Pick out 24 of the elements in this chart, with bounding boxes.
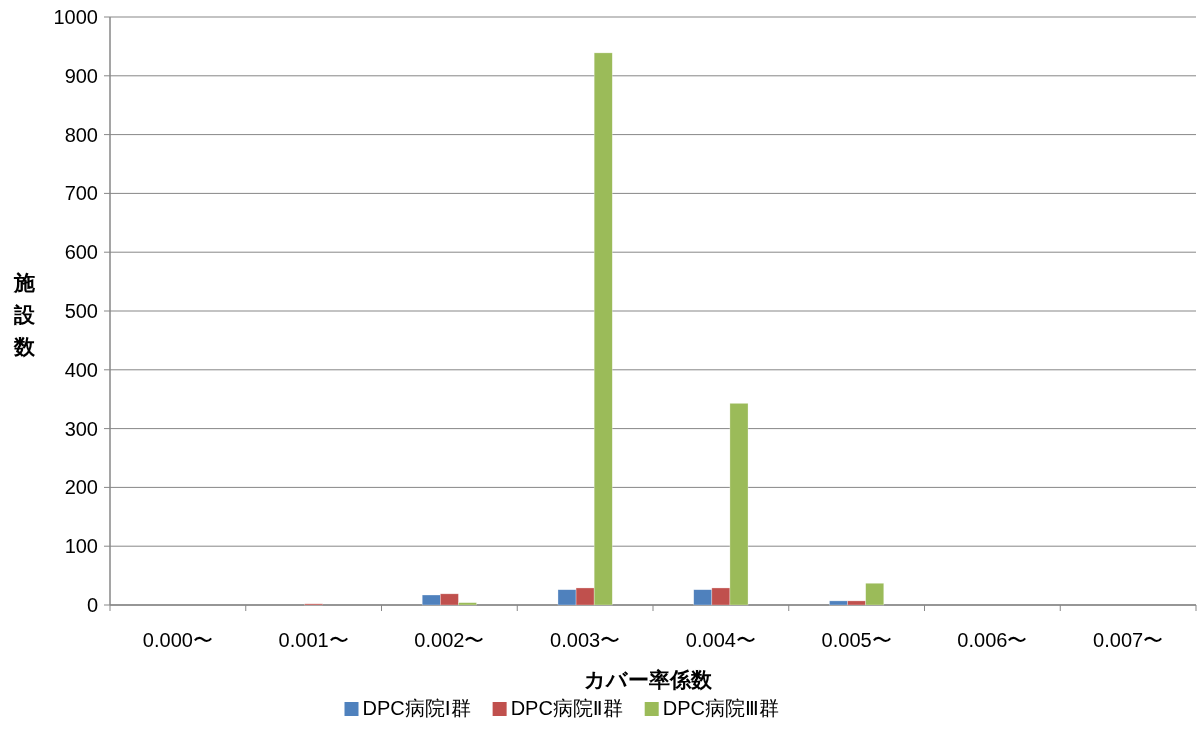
y-tick-label: 900 [64, 64, 98, 87]
x-tick-label: 0.002〜 [414, 629, 485, 651]
x-tick-label: 0.004〜 [685, 629, 756, 651]
y-tick-label: 200 [64, 476, 98, 499]
x-tick-label: 0.001〜 [278, 629, 349, 651]
x-tick-label: 0.006〜 [957, 629, 1028, 651]
y-tick-label: 1000 [53, 6, 98, 28]
x-tick-label: 0.005〜 [821, 629, 892, 651]
y-tick-label: 500 [64, 300, 98, 322]
y-tick-label: 800 [64, 123, 98, 146]
legend-label: DPC病院Ⅱ群 [510, 697, 623, 719]
y-tick-label: 300 [64, 417, 98, 440]
legend-label: DPC病院Ⅰ群 [362, 697, 471, 719]
y-tick-label: 600 [64, 241, 98, 264]
x-tick-label: 0.000〜 [142, 629, 213, 651]
x-tick-label: 0.003〜 [550, 629, 621, 651]
y-tick-label: 100 [64, 535, 98, 558]
y-tick-label: 700 [64, 182, 98, 205]
x-tick-label: 0.007〜 [1093, 629, 1164, 651]
y-tick-label: 0 [86, 594, 98, 616]
legend-label: DPC病院Ⅲ群 [662, 697, 779, 719]
x-axis-title: カバー率係数 [584, 668, 713, 691]
y-tick-label: 400 [64, 358, 98, 381]
y-axis-title: 施設数 [12, 271, 36, 358]
